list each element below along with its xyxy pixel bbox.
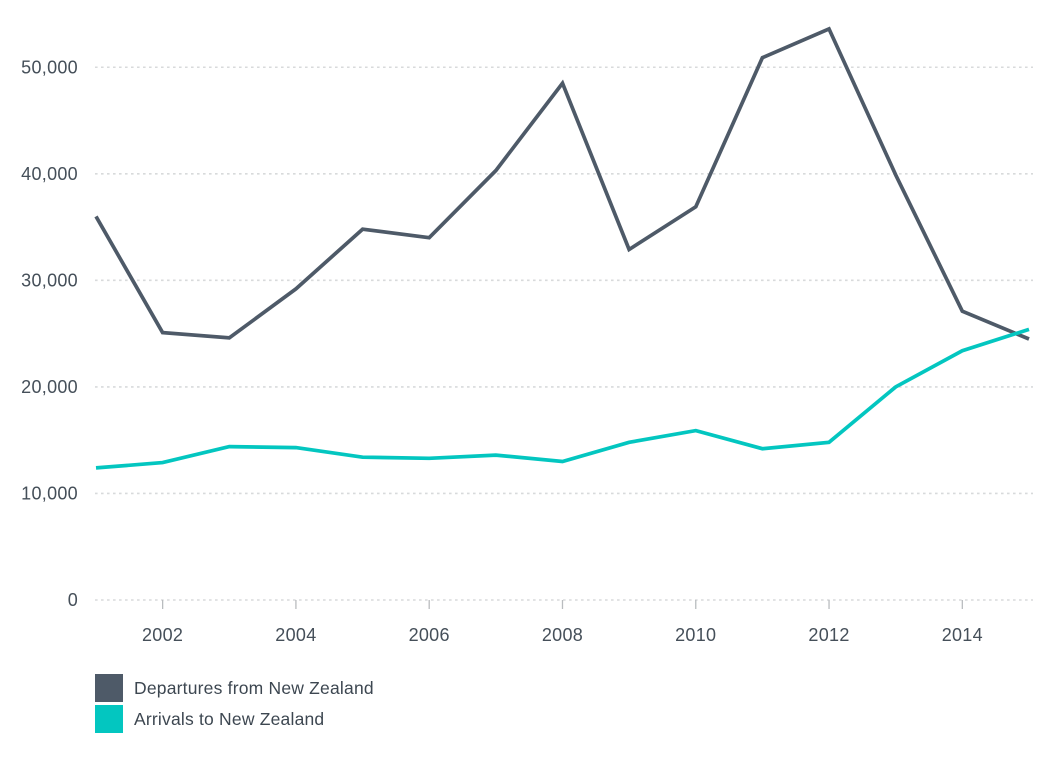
legend-swatch-arrivals (95, 705, 123, 733)
legend-item-departures: Departures from New Zealand (95, 674, 374, 702)
x-axis-label: 2002 (142, 625, 183, 645)
chart-legend: Departures from New Zealand Arrivals to … (95, 674, 374, 733)
y-axis-label: 20,000 (21, 377, 78, 397)
series-line-departures (94, 26, 1030, 341)
y-axis-label: 30,000 (21, 271, 78, 291)
x-axis-label: 2014 (942, 625, 983, 645)
x-axis-label: 2010 (675, 625, 716, 645)
x-axis-label: 2008 (542, 625, 583, 645)
legend-item-arrivals: Arrivals to New Zealand (95, 705, 374, 733)
y-axis-label: 0 (68, 590, 78, 610)
y-axis-label: 10,000 (21, 484, 78, 504)
x-axis-label: 2004 (275, 625, 316, 645)
legend-label-departures: Departures from New Zealand (134, 677, 374, 698)
y-axis-label: 50,000 (21, 57, 78, 77)
legend-label-arrivals: Arrivals to New Zealand (134, 708, 325, 729)
x-axis-label: 2006 (409, 625, 450, 645)
legend-swatch-departures (95, 674, 123, 702)
y-axis-label: 40,000 (21, 164, 78, 184)
series-line-arrivals (95, 327, 1030, 470)
x-axis-label: 2012 (808, 625, 849, 645)
